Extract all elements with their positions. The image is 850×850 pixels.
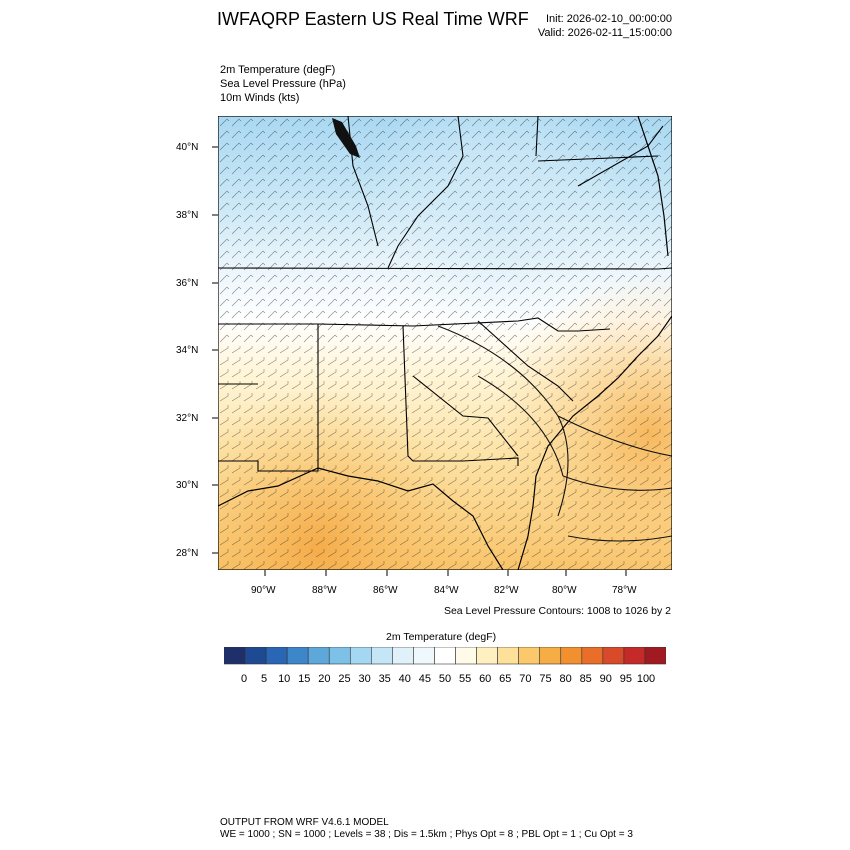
- colorbar-swatch: [539, 647, 562, 665]
- lat-label: 34°N: [176, 345, 199, 356]
- colorbar-swatch: [518, 647, 541, 665]
- lat-label: 36°N: [176, 278, 199, 289]
- lon-label: 82°W: [494, 585, 519, 596]
- lon-label: 84°W: [434, 585, 459, 596]
- init-time: Init: 2026-02-10_00:00:00: [546, 13, 672, 25]
- colorbar-tick-label: 65: [499, 673, 512, 685]
- coastline: [218, 116, 672, 570]
- colorbar-swatch: [392, 647, 414, 665]
- lon-label: 90°W: [251, 585, 276, 596]
- lon-label: 80°W: [552, 585, 577, 596]
- wind-barbs: [218, 346, 672, 570]
- lat-label: 32°N: [176, 413, 199, 424]
- colorbar-tick-label: 35: [378, 673, 391, 685]
- colorbar-swatch: [644, 647, 666, 665]
- colorbar-swatch: [286, 647, 309, 665]
- colorbar-swatch: [244, 647, 267, 665]
- lon-label: 78°W: [612, 585, 637, 596]
- colorbar-tick-label: 50: [438, 673, 452, 685]
- colorbar-swatch: [455, 647, 477, 665]
- colorbar-tick-label: 0: [240, 673, 248, 685]
- colorbar-swatch: [623, 647, 646, 665]
- colorbar: [224, 647, 666, 665]
- pressure-contours: [437, 325, 672, 542]
- colorbar-swatch: [434, 647, 456, 665]
- colorbar-swatch: [328, 647, 351, 665]
- colorbar-tick-label: 90: [599, 673, 612, 685]
- colorbar-swatch: [371, 647, 393, 665]
- colorbar-tick-label: 20: [318, 673, 331, 685]
- wind-barbs: [218, 116, 672, 346]
- colorbar-swatch: [560, 647, 583, 665]
- colorbar-tick-label: 60: [479, 673, 492, 685]
- plot-title: IWFAQRP Eastern US Real Time WRF: [217, 9, 529, 29]
- colorbar-tick-label: 95: [619, 673, 633, 685]
- colorbar-swatch: [307, 647, 330, 665]
- colorbar-swatch: [224, 647, 246, 665]
- colorbar-swatch: [265, 647, 288, 665]
- lon-label: 86°W: [373, 585, 398, 596]
- colorbar-title: 2m Temperature (degF): [386, 631, 497, 643]
- lat-label: 28°N: [176, 548, 199, 559]
- colorbar-swatch: [602, 647, 625, 665]
- lat-label: 30°N: [176, 480, 199, 491]
- field-label-winds: 10m Winds (kts): [220, 92, 300, 104]
- lon-label: 88°W: [312, 585, 337, 596]
- colorbar-tick-label: 10: [278, 673, 291, 685]
- colorbar-tick-label: 45: [418, 673, 432, 685]
- field-label-pressure: Sea Level Pressure (hPa): [220, 78, 346, 90]
- state-boundaries: [218, 116, 672, 472]
- colorbar-tick-label: 80: [559, 673, 572, 685]
- lake-michigan-tip: [332, 118, 360, 158]
- field-label-temperature: 2m Temperature (degF): [220, 64, 336, 76]
- colorbar-tick-label: 55: [458, 673, 472, 685]
- colorbar-swatch: [413, 647, 435, 665]
- footer-config: WE = 1000 ; SN = 1000 ; Levels = 38 ; Di…: [220, 829, 633, 840]
- colorbar-tick-label: 85: [579, 673, 592, 685]
- contour-note: Sea Level Pressure Contours: 1008 to 102…: [443, 605, 671, 617]
- colorbar-swatch: [581, 647, 604, 665]
- colorbar-tick-label: 75: [539, 673, 552, 685]
- map-ticks: [212, 146, 627, 576]
- colorbar-swatch: [497, 647, 519, 665]
- colorbar-tick-label: 25: [338, 673, 351, 685]
- colorbar-tick-label: 5: [261, 673, 268, 685]
- colorbar-swatch: [476, 647, 498, 665]
- colorbar-tick-label: 40: [398, 673, 411, 685]
- footer-model: OUTPUT FROM WRF V4.6.1 MODEL: [220, 817, 389, 828]
- colorbar-tick-label: 15: [298, 673, 311, 685]
- colorbar-tick-label: 100: [636, 673, 656, 685]
- weather-map: [218, 116, 672, 570]
- colorbar-swatch: [349, 647, 372, 665]
- colorbar-tick-label: 30: [358, 673, 371, 685]
- lat-label: 38°N: [176, 210, 199, 221]
- valid-time: Valid: 2026-02-11_15:00:00: [537, 27, 672, 39]
- lat-label: 40°N: [176, 142, 199, 153]
- colorbar-tick-label: 70: [519, 673, 532, 685]
